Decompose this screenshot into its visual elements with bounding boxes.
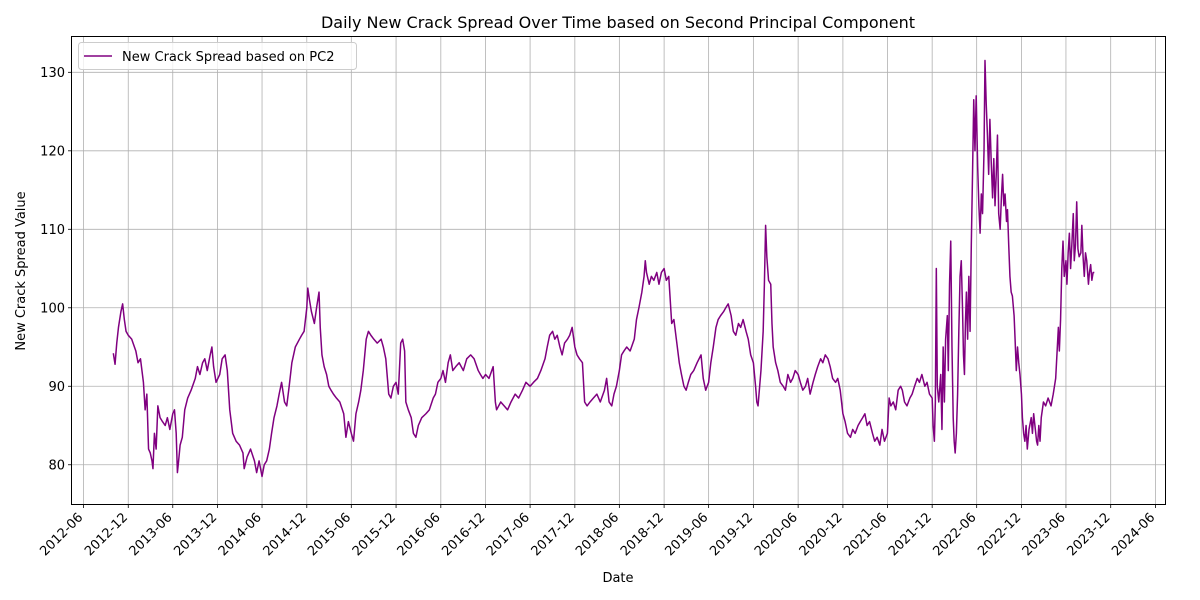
y-axis-label: New Crack Spread Value [14, 191, 29, 350]
plot-frame [71, 36, 1166, 505]
x-axis-label: Date [602, 571, 633, 586]
y-tick-label: 80 [48, 458, 65, 473]
y-tick-label: 110 [40, 223, 65, 238]
legend-box [78, 42, 357, 70]
series-line [112, 59, 1095, 478]
chart-title: Daily New Crack Spread Over Time based o… [321, 13, 915, 32]
grid-lines [72, 37, 1165, 504]
legend-label: New Crack Spread based on PC2 [122, 50, 334, 65]
y-tick-label: 130 [40, 66, 65, 81]
legend: New Crack Spread based on PC2 [78, 42, 357, 70]
y-tick-label: 100 [40, 301, 65, 316]
y-tick-label: 120 [40, 144, 65, 159]
series-lines [112, 59, 1095, 478]
y-tick-label: 90 [48, 380, 65, 395]
